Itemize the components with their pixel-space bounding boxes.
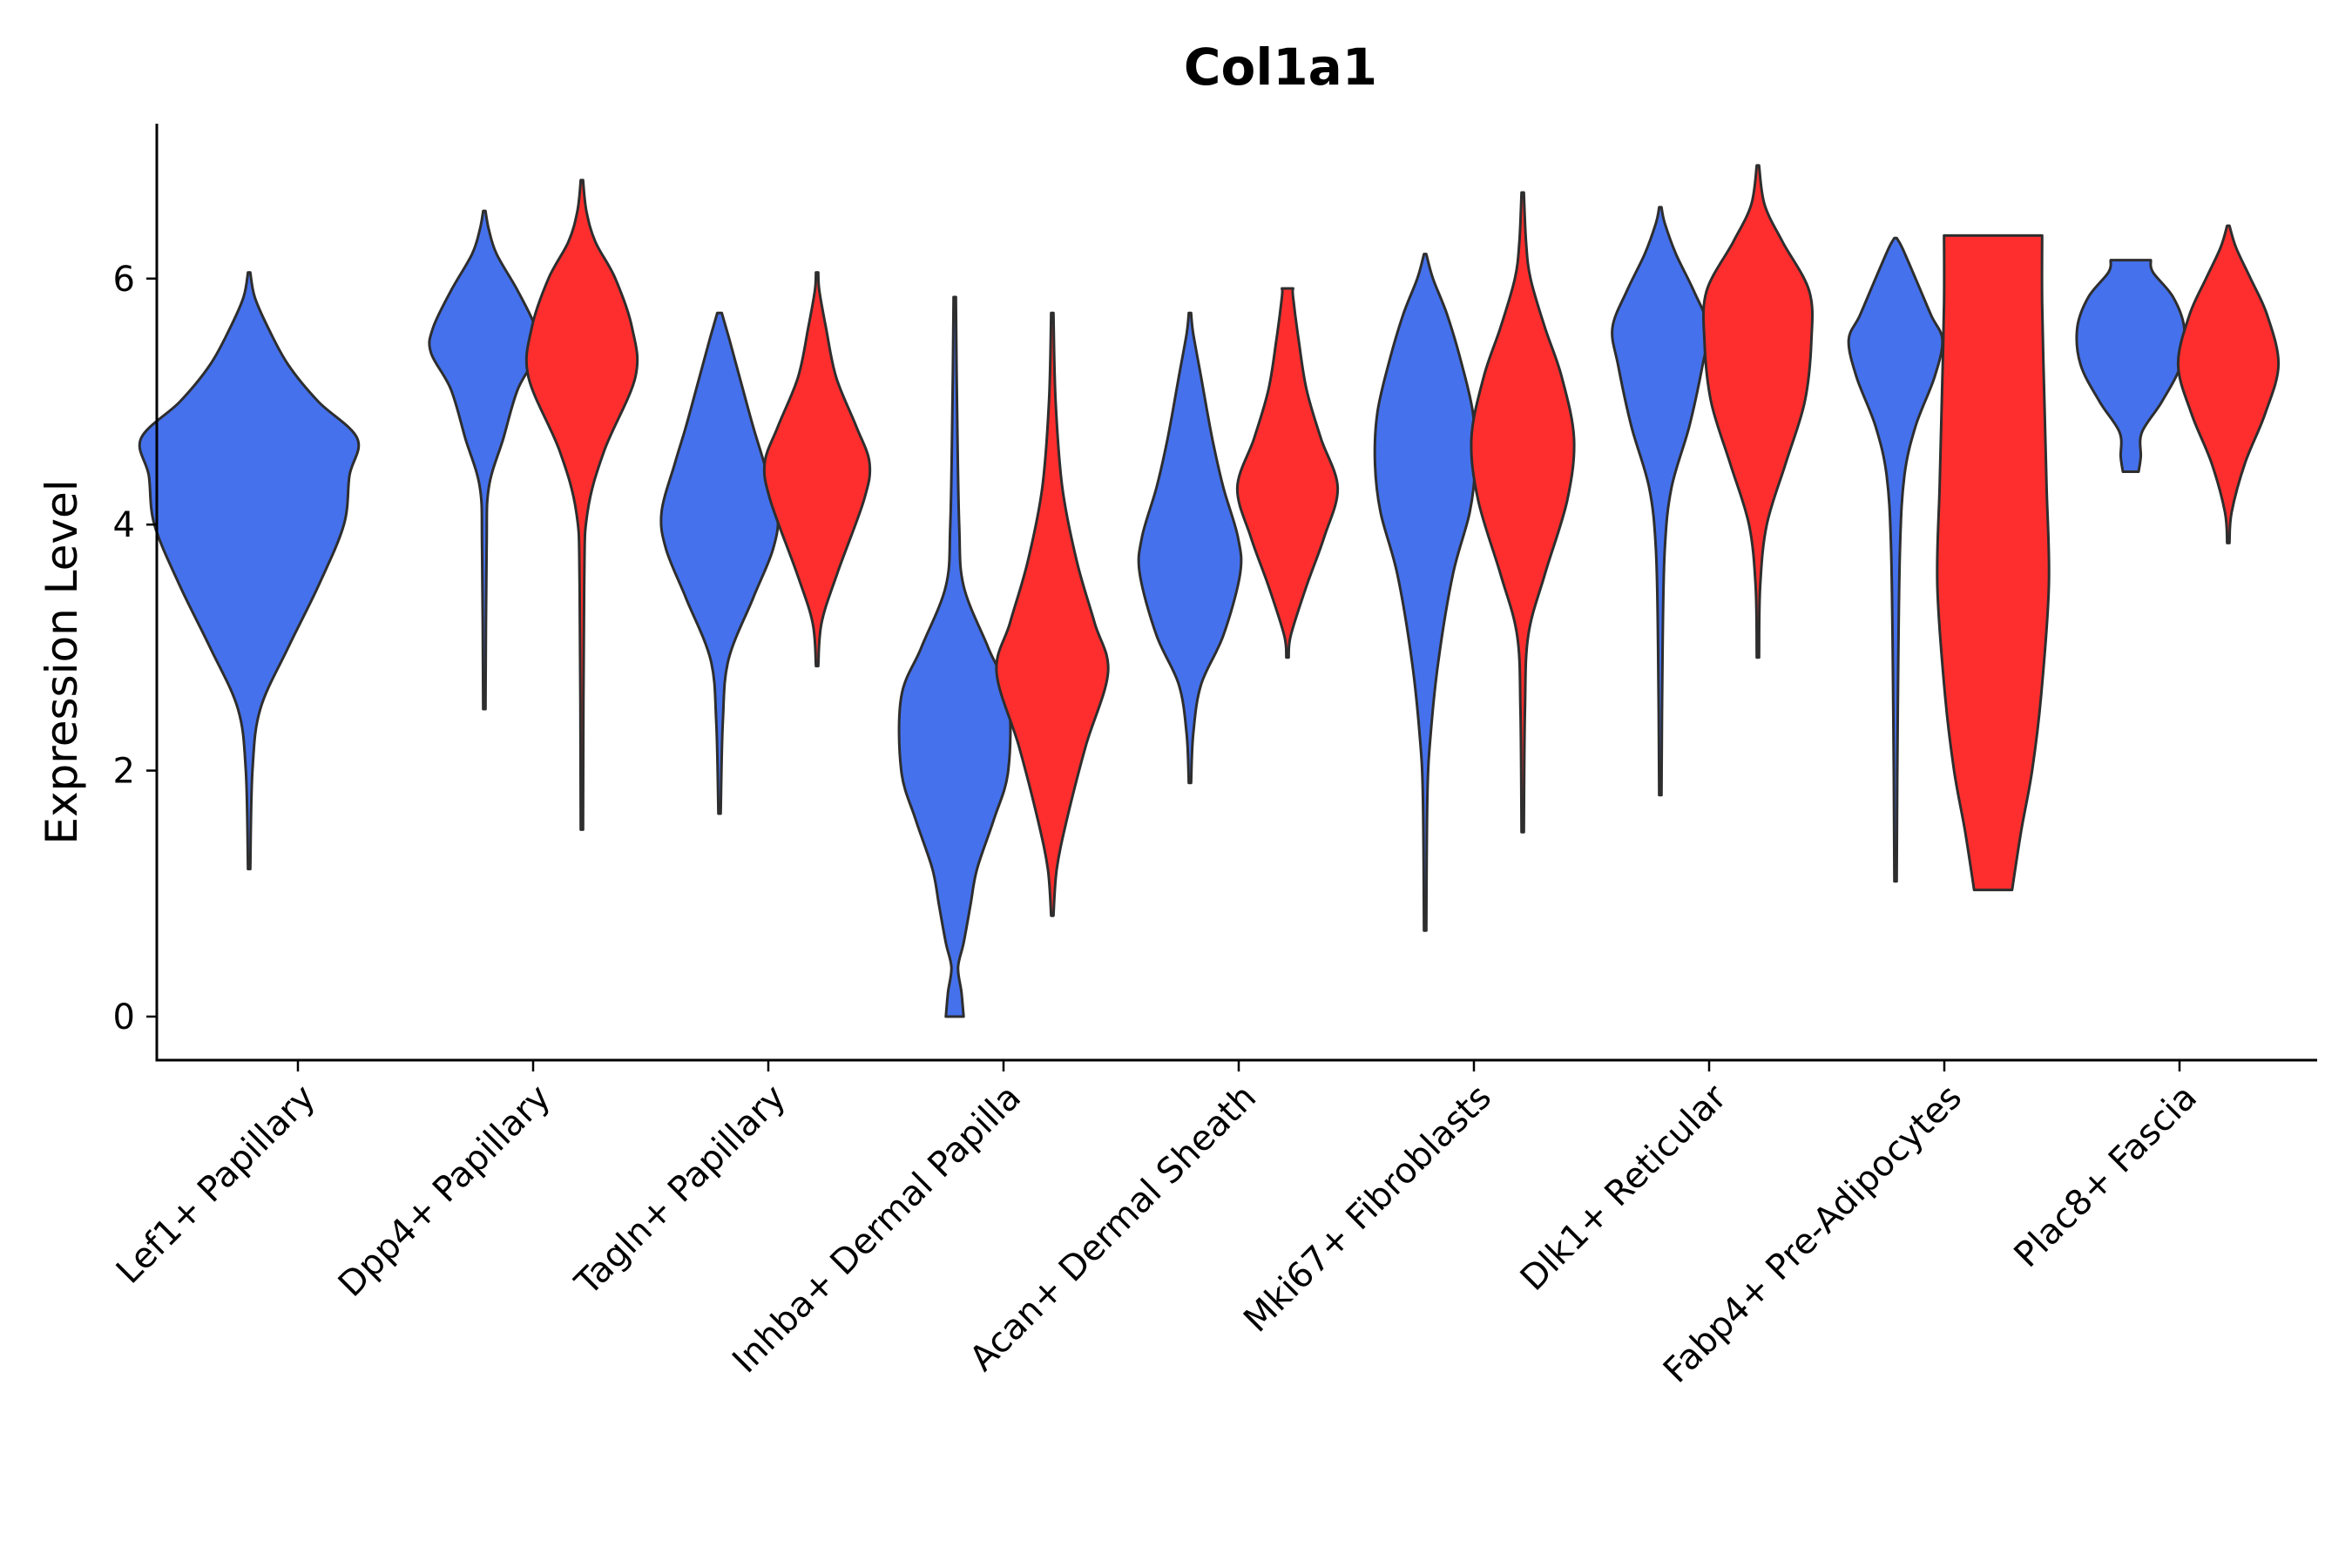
violin-fabp4-pre-adipocytes-group-1 (1847, 236, 1944, 883)
violin-tagln-papillary-group-1 (659, 311, 780, 815)
x-tick-label-mki67-fibroblasts: Mki67+ Fibroblasts (1236, 1078, 1499, 1341)
violin-dpp4-papillary-group-2 (524, 179, 639, 831)
violin-acan-dermal-sheath-group-2 (1235, 287, 1340, 659)
violin-inhba-dermal-papilla-group-2 (995, 311, 1110, 917)
x-tick-label-tagln-papillary: Tagln+ Papillary (567, 1078, 794, 1304)
violin-fabp4-pre-adipocytes-group-2 (1936, 233, 2051, 892)
violin-lef1-papillary-group-1 (138, 271, 361, 871)
y-ticks-layer: 0 2 4 6 (113, 260, 157, 1037)
x-tick-label-dpp4-papillary: Dpp4+ Papillary (331, 1078, 558, 1305)
violin-mki67-fibroblasts-group-2 (1470, 191, 1576, 834)
violin-tagln-papillary-group-2 (762, 271, 872, 668)
x-tick-label-plac8-fascia: Plac8+ Fascia (2007, 1078, 2206, 1276)
x-tick-label-lef1-papillary: Lef1+ Papillary (109, 1078, 323, 1292)
y-tick-label: 2 (113, 752, 135, 792)
axes-layer (155, 124, 2317, 1062)
violins-layer (138, 164, 2281, 1018)
violin-inhba-dermal-papilla-group-1 (897, 295, 1012, 1018)
x-ticks-layer: Lef1+ Papillary Dpp4+ Papillary Tagln+ Pap… (109, 1060, 2205, 1391)
chart-title: Col1a1 (1184, 37, 1377, 97)
y-tick-label: 6 (113, 260, 135, 300)
violin-dlk1-reticular-group-1 (1611, 206, 1710, 797)
x-tick-label-dlk1-reticular: Dlk1+ Reticular (1513, 1077, 1735, 1299)
y-axis-label: Expression Level (37, 479, 87, 844)
violin-plac8-fascia-group-2 (2176, 224, 2281, 544)
y-tick-label: 0 (113, 997, 135, 1037)
y-tick-label: 4 (113, 505, 135, 545)
violin-plac8-fascia-group-1 (2075, 259, 2186, 473)
violin-acan-dermal-sheath-group-1 (1137, 311, 1243, 785)
violin-dlk1-reticular-group-2 (1701, 164, 1815, 659)
violin-mki67-fibroblasts-group-1 (1373, 253, 1477, 932)
violin-dpp4-papillary-group-1 (428, 209, 541, 711)
